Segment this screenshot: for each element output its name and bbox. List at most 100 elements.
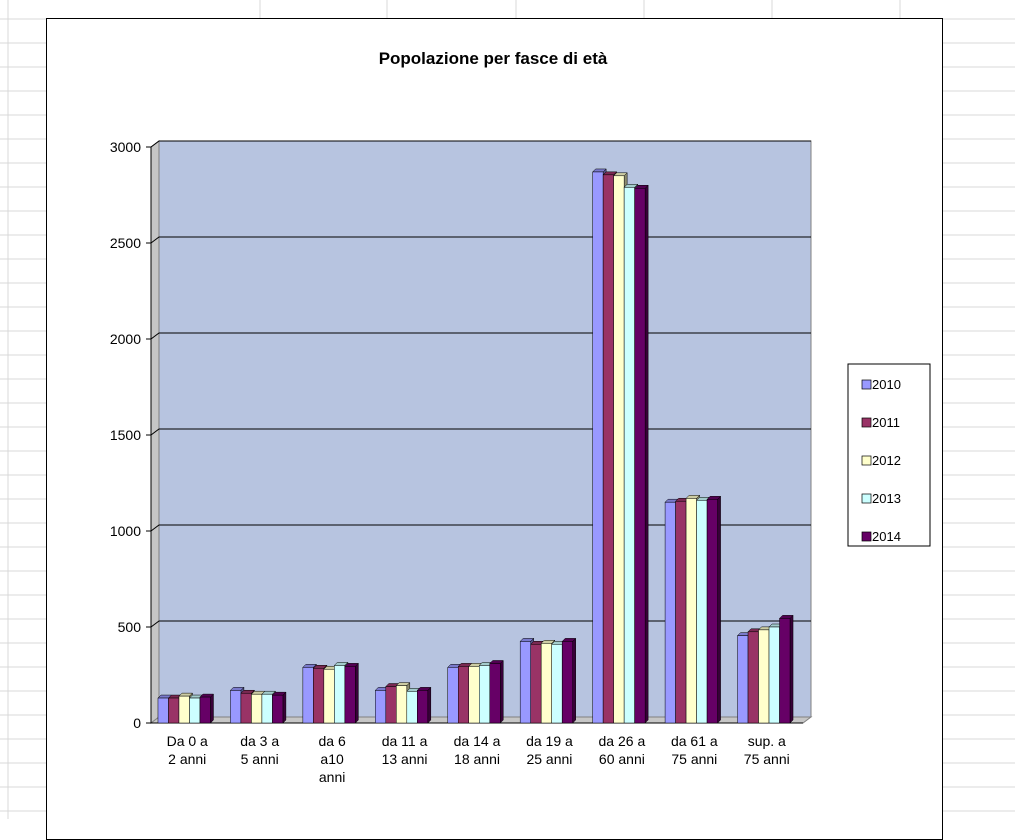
y-tick-label: 3000 [110,139,141,155]
bar-chart: Popolazione per fasce di età 0 500 1000 150… [110,49,931,785]
x-tick-label-line: 75 anni [744,751,790,767]
bar-front [458,666,469,724]
x-tick-label-line: da 14 a [454,733,501,749]
bar-side [644,184,649,724]
x-tick-label-line: 2 anni [168,751,206,767]
x-tick-label-line: 25 anni [526,751,572,767]
bar-front [530,644,542,724]
bar-front [592,171,604,724]
x-tick-label: da 11 a 13 anni [382,733,428,767]
legend-swatch [861,417,872,428]
bar-side [789,614,794,724]
legend-swatch [861,531,872,542]
legend-label: 2014 [872,529,901,544]
bar-front [417,690,429,724]
chart-area[interactable]: Popolazione per fasce di età 0 500 1000 150… [46,18,943,840]
legend-box [847,363,931,547]
plot-area: 0 500 1000 1500 2000 2500 3000 Da 0 a 2 anni da 3… [110,139,813,785]
x-tick-label-line: a10 [320,751,344,767]
x-tick-label: Da 0 a 2 anni [167,733,208,767]
bar-side [210,693,214,724]
x-tick-label: sup. a 75 anni [744,733,790,767]
x-tick-label-line: 18 anni [454,751,500,767]
bar-front [489,663,501,724]
bar-front [334,665,346,724]
bar-side [717,495,721,724]
x-tick-label-line: 75 anni [671,751,717,767]
gridline [150,140,811,148]
bar-front [623,187,635,724]
bar [561,637,577,724]
bar-front [468,666,480,724]
x-tick-label: da 14 a 18 anni [454,733,501,767]
x-tick-label-line: da 11 a [382,733,428,749]
bar-front [675,500,687,724]
y-tick-label: 1000 [110,523,141,539]
bar-side [355,662,359,724]
legend-swatch [861,493,872,504]
y-tick-label: 500 [118,619,142,635]
legend-label: 2012 [872,453,901,468]
bar [271,691,287,724]
bar [634,184,649,724]
x-tick-label-line: 5 anni [241,751,279,767]
bar-front [479,665,490,724]
bar-front [706,499,718,724]
bar-front [447,667,459,724]
bar-front [230,690,242,724]
bar-front [406,691,418,724]
bar [778,614,794,724]
x-tick-label-line: Da 0 a [167,733,208,749]
x-tick-label-line: da 61 a [671,733,718,749]
bar [489,659,504,724]
x-tick-label-line: sup. a [748,733,786,749]
bar [344,662,359,724]
bar-side [282,691,287,724]
x-tick-label: da 19 a 25 anni [526,733,573,767]
x-tick-label: da 3 a 5 anni [240,733,279,767]
bar-front [385,686,397,724]
bar-front [634,188,646,724]
bar-front [664,501,676,724]
x-tick-label: da 61 a 75 anni [671,733,718,767]
bar-front [178,695,190,724]
bar-front [261,693,273,724]
legend[interactable]: 2010 2011 2012 2013 2014 [847,363,931,547]
bar-front [779,618,791,724]
y-tick-label: 2500 [110,235,141,251]
bar-front [613,175,625,724]
bar-front [602,174,614,724]
x-tick-label-line: 13 anni [382,751,428,767]
x-tick-label-line: anni [319,769,345,785]
bar-front [272,694,284,724]
bar-front [240,692,252,724]
legend-swatch [861,379,872,390]
bar-front [768,626,780,724]
x-tick-label-line: da 3 a [240,733,279,749]
bar-front [251,693,263,724]
bar-front [758,629,770,724]
bar [706,495,722,724]
bar-front [323,668,335,724]
bar [199,693,215,724]
bar-front [375,690,387,724]
bar [416,686,432,724]
bar-front [157,697,169,724]
x-tick-label-line: da 26 a [599,733,646,749]
y-tick-label: 1500 [110,427,141,443]
bar-front [519,641,531,724]
bar-front [540,643,552,724]
bar-front [344,666,356,724]
chart-title: Popolazione per fasce di età [379,49,608,68]
y-tick-label: 2000 [110,331,141,347]
bar-side [500,659,504,724]
bar-front [696,500,708,724]
legend-swatch [861,455,872,466]
bar-side [572,637,576,724]
bar-front [685,498,697,724]
legend-label: 2011 [872,415,900,430]
bar-front [199,696,211,724]
legend-label: 2013 [872,491,901,506]
x-tick-label: da 26 a 60 anni [599,733,646,767]
y-tick-label: 0 [133,715,141,731]
